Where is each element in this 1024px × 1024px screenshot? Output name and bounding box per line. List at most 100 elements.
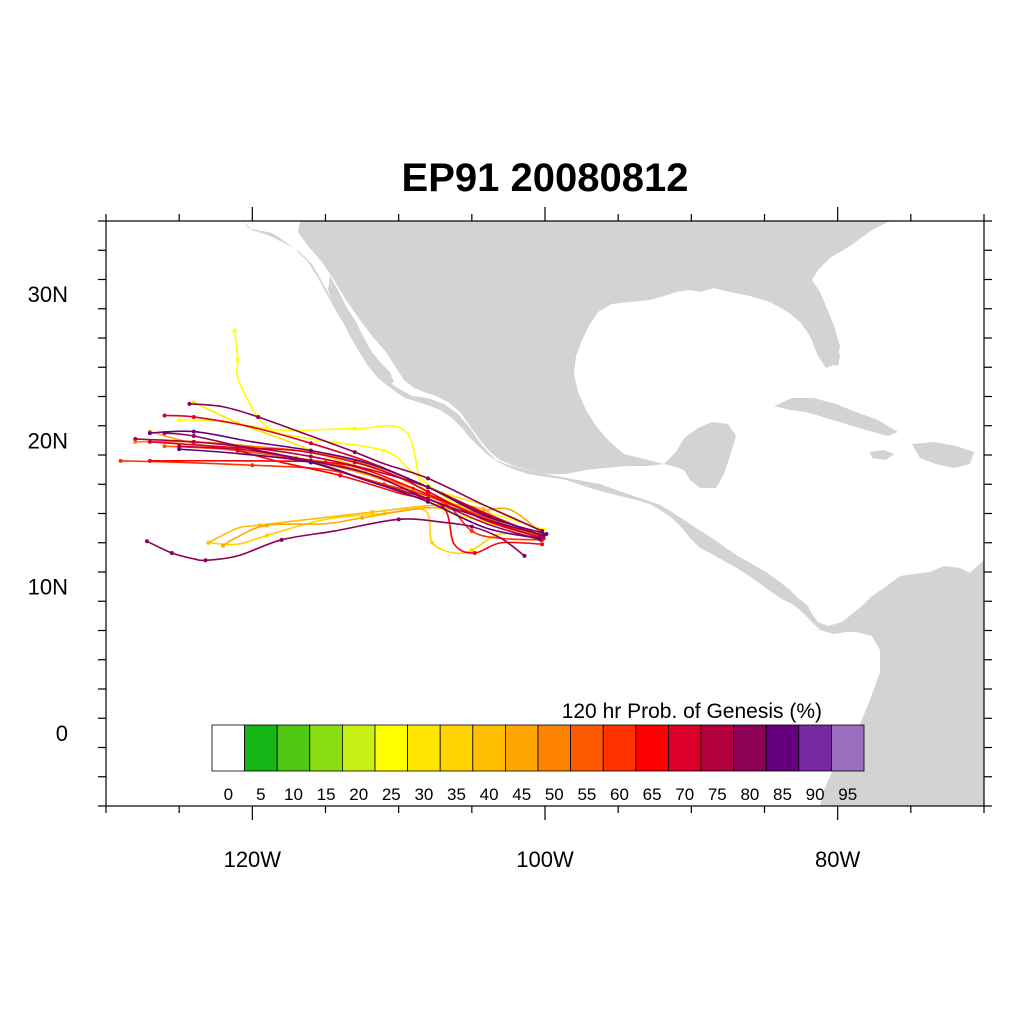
colorbar-box bbox=[276, 724, 311, 772]
track-point bbox=[469, 548, 474, 553]
track-point bbox=[191, 439, 196, 444]
track-point bbox=[472, 550, 477, 555]
track-point bbox=[308, 441, 313, 446]
track-point bbox=[425, 476, 430, 481]
land-north-america bbox=[243, 221, 984, 806]
track-point bbox=[177, 417, 182, 422]
track-point bbox=[360, 515, 365, 520]
colorbar-box bbox=[765, 724, 800, 772]
track-point bbox=[221, 543, 226, 548]
map-plot-area bbox=[106, 221, 984, 806]
colorbar-box bbox=[570, 724, 604, 772]
track-point bbox=[147, 431, 152, 436]
colorbar-label: 15 bbox=[317, 785, 336, 804]
track-point bbox=[522, 553, 527, 558]
track-point bbox=[177, 447, 182, 452]
colorbar-label: 50 bbox=[545, 785, 564, 804]
track-point bbox=[338, 473, 343, 478]
colorbar-box bbox=[374, 724, 408, 772]
colorbar-box bbox=[668, 724, 702, 772]
storm-track bbox=[149, 430, 547, 535]
track-point bbox=[370, 510, 375, 515]
lon-tick-label: 120W bbox=[224, 847, 282, 872]
track-point bbox=[187, 401, 192, 406]
colorbar-label: 35 bbox=[447, 785, 466, 804]
track-point bbox=[308, 448, 313, 453]
colorbar-label: 5 bbox=[256, 785, 265, 804]
track-point bbox=[133, 439, 138, 444]
colorbar-label: 45 bbox=[512, 785, 531, 804]
land-south-america-north bbox=[930, 564, 984, 600]
colorbar-label: 20 bbox=[349, 785, 368, 804]
lat-tick-label: 10N bbox=[28, 575, 68, 600]
track-point bbox=[235, 357, 240, 362]
tracks-layer bbox=[118, 328, 549, 563]
colorbar-box bbox=[700, 724, 734, 772]
colorbar-label: 75 bbox=[708, 785, 727, 804]
land bbox=[243, 221, 984, 806]
track-point bbox=[232, 328, 237, 333]
colorbar-label: 65 bbox=[643, 785, 662, 804]
colorbar-box bbox=[472, 724, 506, 772]
track-point bbox=[169, 550, 174, 555]
storm-track bbox=[164, 445, 544, 540]
track-point bbox=[264, 533, 269, 538]
track-point bbox=[264, 523, 269, 528]
storm-track bbox=[208, 507, 543, 555]
track-point bbox=[147, 439, 152, 444]
track-point bbox=[469, 524, 474, 529]
track-point bbox=[396, 517, 401, 522]
land-mexico-us bbox=[298, 221, 890, 488]
colorbar: 120 hr Prob. of Genesis (%) 0 5 10 15 20 25 30… bbox=[211, 700, 865, 804]
colorbar-box bbox=[602, 724, 637, 772]
colorbar-label: 80 bbox=[740, 785, 759, 804]
track-point bbox=[540, 542, 545, 547]
track-point bbox=[206, 540, 211, 545]
colorbar-label: 30 bbox=[414, 785, 433, 804]
colorbar-labels: 0 5 10 15 20 25 30 35 40 45 50 55 60 65 70 75 80 85 90 95 bbox=[224, 785, 858, 804]
track-point bbox=[250, 463, 255, 468]
colorbar-box bbox=[504, 724, 539, 772]
storm-track bbox=[179, 448, 540, 540]
land-jamaica bbox=[870, 450, 894, 460]
track-point bbox=[352, 460, 357, 465]
track-point bbox=[544, 531, 549, 536]
track-point bbox=[256, 414, 261, 419]
colorbar-label: 85 bbox=[773, 785, 792, 804]
track-point bbox=[425, 492, 430, 497]
colorbar-label: 60 bbox=[610, 785, 629, 804]
colorbar-boxes bbox=[211, 724, 865, 772]
track-point bbox=[308, 454, 313, 459]
colorbar-box bbox=[439, 724, 474, 772]
map-title: EP91 20080812 bbox=[402, 156, 689, 200]
colorbar-title: 120 hr Prob. of Genesis (%) bbox=[562, 700, 822, 723]
lat-tick-label: 30N bbox=[28, 282, 68, 307]
axis-ticks bbox=[98, 207, 992, 820]
colorbar-label: 70 bbox=[675, 785, 694, 804]
track-point bbox=[133, 436, 138, 441]
track-point bbox=[279, 537, 284, 542]
track-point bbox=[430, 540, 435, 545]
colorbar-label: 40 bbox=[480, 785, 499, 804]
track-point bbox=[191, 414, 196, 419]
colorbar-label: 90 bbox=[806, 785, 825, 804]
colorbar-label: 25 bbox=[382, 785, 401, 804]
track-point bbox=[191, 433, 196, 438]
track-point bbox=[162, 444, 167, 449]
colorbar-box bbox=[244, 724, 278, 772]
land-florida bbox=[800, 300, 840, 366]
colorbar-label: 55 bbox=[577, 785, 596, 804]
land-baja-california bbox=[328, 276, 394, 386]
track-point bbox=[352, 426, 357, 431]
colorbar-box bbox=[537, 724, 571, 772]
track-point bbox=[162, 413, 167, 418]
axis-labels: 120W 100W 80W 30N 20N 10N 0 bbox=[28, 282, 861, 872]
track-point bbox=[147, 458, 152, 463]
storm-track bbox=[164, 432, 544, 537]
land-cuba bbox=[774, 398, 898, 436]
track-point bbox=[425, 499, 430, 504]
colorbar-label: 0 bbox=[224, 785, 233, 804]
track-point bbox=[537, 536, 542, 541]
colorbar-box bbox=[798, 724, 832, 772]
